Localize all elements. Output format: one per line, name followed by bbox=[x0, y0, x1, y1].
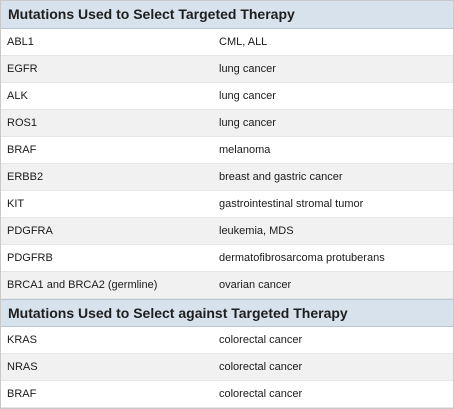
table-row: PDGFRA leukemia, MDS bbox=[1, 217, 453, 245]
gene-cell: ALK bbox=[7, 89, 28, 102]
gene-cell: PDGFRB bbox=[7, 251, 53, 264]
table-row: PDGFRB dermatofibrosarcoma protuberans bbox=[1, 244, 453, 272]
gene-cell: BRAF bbox=[7, 388, 37, 400]
gene-cell: ROS1 bbox=[7, 116, 37, 129]
disease-cell: colorectal cancer bbox=[219, 388, 303, 400]
gene-cell: ERBB2 bbox=[7, 170, 44, 183]
disease-cell: melanoma bbox=[219, 143, 271, 156]
disease-cell: lung cancer bbox=[219, 89, 276, 102]
disease-cell: gastrointestinal stromal tumor bbox=[219, 197, 364, 210]
gene-cell: ABL1 bbox=[7, 35, 34, 48]
disease-cell: lung cancer bbox=[219, 62, 276, 75]
gene-cell: EGFR bbox=[7, 62, 38, 75]
table-row: KRAS colorectal cancer bbox=[1, 327, 453, 354]
gene-cell: PDGFRA bbox=[7, 224, 53, 237]
table-row: BRAF melanoma bbox=[1, 136, 453, 164]
table-row: ROS1 lung cancer bbox=[1, 109, 453, 137]
table-row: ABL1 CML, ALL bbox=[1, 28, 453, 56]
disease-cell: ovarian cancer bbox=[219, 278, 292, 291]
disease-cell: lung cancer bbox=[219, 116, 276, 129]
disease-cell: leukemia, MDS bbox=[219, 224, 294, 237]
disease-cell: colorectal cancer bbox=[219, 361, 303, 373]
table-row: KIT gastrointestinal stromal tumor bbox=[1, 190, 453, 218]
gene-cell: KRAS bbox=[7, 334, 37, 346]
disease-cell: colorectal cancer bbox=[219, 334, 303, 346]
section-rows-select-targeted-therapy: ABL1 CML, ALL EGFR lung cancer ALK lung … bbox=[1, 28, 453, 299]
disease-cell: dermatofibrosarcoma protuberans bbox=[219, 251, 385, 264]
table-row: EGFR lung cancer bbox=[1, 55, 453, 83]
table-row: BRCA1 and BRCA2 (germline) ovarian cance… bbox=[1, 271, 453, 299]
table-row: BRAF colorectal cancer bbox=[1, 381, 453, 408]
gene-cell: KIT bbox=[7, 197, 25, 210]
section-header-select-targeted-therapy: Mutations Used to Select Targeted Therap… bbox=[1, 1, 453, 29]
section-rows-select-against-targeted-therapy: KRAS colorectal cancer NRAS colorectal c… bbox=[1, 327, 453, 408]
disease-cell: CML, ALL bbox=[219, 35, 268, 48]
section-header-select-against-targeted-therapy: Mutations Used to Select against Targete… bbox=[1, 298, 453, 327]
table-row: ALK lung cancer bbox=[1, 82, 453, 110]
gene-cell: BRCA1 and BRCA2 (germline) bbox=[7, 278, 158, 291]
disease-cell: breast and gastric cancer bbox=[219, 170, 343, 183]
gene-cell: BRAF bbox=[7, 143, 37, 156]
table-row: NRAS colorectal cancer bbox=[1, 354, 453, 381]
gene-cell: NRAS bbox=[7, 361, 38, 373]
table-row: ERBB2 breast and gastric cancer bbox=[1, 163, 453, 191]
